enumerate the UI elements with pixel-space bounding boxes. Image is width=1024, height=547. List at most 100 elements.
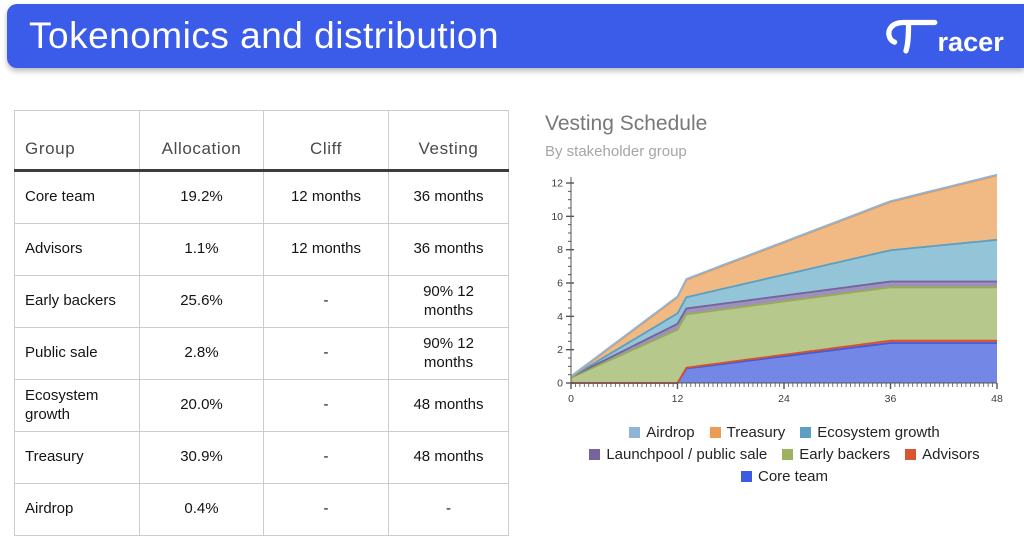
legend-label: Treasury [726,423,786,441]
table-row: Early backers 25.6% -90% 12 months [14,275,509,328]
table-cell: - [263,483,389,536]
table-cell: 1.1% [139,223,264,276]
chart-subtitle: By stakeholder group [545,143,687,160]
table-cell: Early backers [14,275,140,328]
table-cell: 48 months [388,379,509,432]
tracer-logo-icon: racer [886,19,1004,57]
header-bar: Tokenomics and distribution racer [7,4,1024,68]
legend-marker [800,426,812,438]
y-tick-label: 2 [557,344,563,356]
legend-marker [629,426,641,438]
legend-item: Launchpool / public sale [589,446,767,463]
legend-item: Advisors [905,446,980,463]
table-cell: 12 months [263,170,389,224]
table-header-row: Group Allocation Cliff Vesting [14,110,509,172]
legend-label: Airdrop [646,423,695,441]
brand-text: racer [937,26,1004,57]
table-cell: 90% 12 months [388,327,509,380]
legend-marker [905,448,917,460]
x-tick-label: 0 [568,393,574,405]
table-cell: 2.8% [139,327,264,380]
legend-label: Ecosystem growth [817,423,940,441]
line-launchpool-public-sale [570,280,997,378]
table-cell: Airdrop [14,483,140,536]
y-tick-label: 8 [557,244,563,256]
legend-row: Core team [545,465,1024,487]
table-row: Treasury 30.9% -48 months [14,431,509,484]
line-ecosystem-growth [570,238,998,378]
legend-label: Early backers [799,445,891,463]
page-title: Tokenomics and distribution [29,15,500,56]
area-ecosystem-growth [571,239,997,377]
y-tick-label: 12 [551,178,563,190]
table-cell: Advisors [14,223,140,276]
x-tick-label: 36 [885,393,897,405]
legend-marker [709,426,721,438]
table-cell: 25.6% [139,275,264,328]
table-body: Core team 19.2% 12 months 36 months Advisors… [14,170,509,536]
table-cell: - [263,431,389,484]
chart-legend: Airdrop Treasury Ecosystem growth Launchpoo… [545,421,1024,487]
line-airdrop [570,173,998,377]
legend-item: Ecosystem growth [800,424,940,441]
table-header: Group Allocation Cliff Vesting [14,110,509,172]
legend-label: Launchpool / public sale [606,445,768,463]
table-cell: 36 months [388,223,509,276]
x-tick-label: 12 [672,393,684,405]
table-cell: 90% 12 months [388,275,509,328]
column-header: Cliff [263,110,389,172]
y-tick-label: 10 [551,211,563,223]
area-core-team [571,343,997,383]
legend-label: Core team [757,467,829,485]
table-cell: 36 months [388,170,509,224]
brand-logo: racer [880,15,1008,57]
table-cell: 12 months [263,223,389,276]
chart-title: Vesting Schedule [545,112,708,135]
legend-row: Airdrop Treasury Ecosystem growth [545,421,1024,443]
legend-label: Advisors [922,445,980,463]
x-tick-label: 48 [991,393,1003,405]
allocation-table-section: Group Allocation Cliff Vesting Core team 19.… [14,110,509,536]
legend-row: Launchpool / public sale Early backers Adv… [545,443,1024,465]
table-cell: 30.9% [139,431,264,484]
table-cell: 0.4% [139,483,264,536]
legend-marker [782,448,794,460]
table-cell: 19.2% [139,170,264,224]
table-row: Ecosystem growth 20.0% -48 months [14,379,509,432]
table-cell: 48 months [388,431,509,484]
legend-marker [589,448,601,460]
allocation-table: Group Allocation Cliff Vesting Core team 19.… [14,110,509,536]
table-cell: 20.0% [139,379,264,432]
table-cell: Public sale [14,327,140,380]
legend-item: Early backers [782,446,890,463]
table-row: Core team 19.2% 12 months 36 months [14,170,509,224]
table-cell: Ecosystem growth [14,379,140,432]
table-cell: - [263,379,389,432]
area-early-backers [571,287,997,383]
legend-marker [740,470,752,482]
table-row: Public sale 2.8% -90% 12 months [14,327,509,380]
y-tick-label: 0 [557,378,563,390]
x-tick-label: 24 [778,393,790,405]
column-header: Allocation [139,110,264,172]
table-row: Airdrop 0.4% - - [14,483,509,536]
area-treasury [571,175,997,377]
table-cell: - [388,483,509,536]
vesting-chart-section: Vesting Schedule By stakeholder group 0 2… [545,112,1024,487]
legend-item: Treasury [709,423,786,441]
table-cell: - [263,327,389,380]
table-row: Advisors 1.1% 12 months 36 months [14,223,509,276]
table-cell: - [263,275,389,328]
legend-item: Airdrop [629,423,695,441]
column-header: Vesting [388,110,509,172]
line-early-backers [570,286,997,379]
column-header: Group [14,110,140,172]
legend-item: Core team [740,467,829,485]
y-tick-label: 6 [557,278,563,290]
table-cell: Treasury [14,431,140,484]
y-tick-label: 4 [557,311,563,323]
table-cell: Core team [14,170,140,224]
